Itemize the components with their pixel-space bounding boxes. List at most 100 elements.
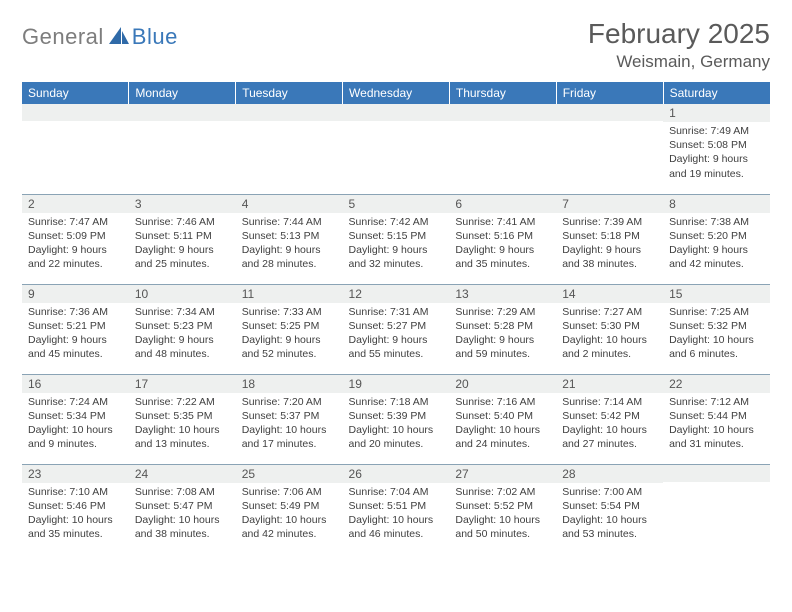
calendar-day-cell: 18Sunrise: 7:20 AMSunset: 5:37 PMDayligh… — [236, 374, 343, 464]
calendar-day-cell: 10Sunrise: 7:34 AMSunset: 5:23 PMDayligh… — [129, 284, 236, 374]
weekday-header: Sunday — [22, 82, 129, 104]
daylight-text: Daylight: 9 hours — [242, 333, 337, 347]
calendar-day-cell: 22Sunrise: 7:12 AMSunset: 5:44 PMDayligh… — [663, 374, 770, 464]
daylight-text: and 20 minutes. — [349, 437, 444, 451]
calendar-week-row: 23Sunrise: 7:10 AMSunset: 5:46 PMDayligh… — [22, 464, 770, 554]
header: General Blue February 2025 Weismain, Ger… — [22, 18, 770, 72]
calendar-day-cell: 12Sunrise: 7:31 AMSunset: 5:27 PMDayligh… — [343, 284, 450, 374]
daylight-text: and 27 minutes. — [562, 437, 657, 451]
calendar-day-cell: 2 Sunrise: 7:47 AMSunset: 5:09 PMDaylight… — [22, 194, 129, 284]
sunset-text: Sunset: 5:39 PM — [349, 409, 444, 423]
daylight-text: and 59 minutes. — [455, 347, 550, 361]
daylight-text: Daylight: 9 hours — [669, 152, 764, 166]
calendar-day-cell: 13Sunrise: 7:29 AMSunset: 5:28 PMDayligh… — [449, 284, 556, 374]
day-number: 6 — [449, 195, 556, 213]
daylight-text: Daylight: 10 hours — [562, 333, 657, 347]
sunrise-text: Sunrise: 7:31 AM — [349, 305, 444, 319]
daylight-text: Daylight: 10 hours — [455, 423, 550, 437]
sunset-text: Sunset: 5:16 PM — [455, 229, 550, 243]
sunset-text: Sunset: 5:54 PM — [562, 499, 657, 513]
day-number — [236, 104, 343, 121]
daylight-text: and 9 minutes. — [28, 437, 123, 451]
sunrise-text: Sunrise: 7:36 AM — [28, 305, 123, 319]
day-number: 19 — [343, 375, 450, 393]
sunset-text: Sunset: 5:25 PM — [242, 319, 337, 333]
day-number: 1 — [663, 104, 770, 122]
daylight-text: Daylight: 10 hours — [135, 513, 230, 527]
day-number: 2 — [22, 195, 129, 213]
sunrise-text: Sunrise: 7:22 AM — [135, 395, 230, 409]
calendar-day-cell: 24Sunrise: 7:08 AMSunset: 5:47 PMDayligh… — [129, 464, 236, 554]
daylight-text: Daylight: 10 hours — [242, 513, 337, 527]
day-number: 14 — [556, 285, 663, 303]
sunset-text: Sunset: 5:30 PM — [562, 319, 657, 333]
day-number — [129, 104, 236, 121]
daylight-text: and 13 minutes. — [135, 437, 230, 451]
daylight-text: and 25 minutes. — [135, 257, 230, 271]
sunrise-text: Sunrise: 7:00 AM — [562, 485, 657, 499]
day-number: 9 — [22, 285, 129, 303]
sunset-text: Sunset: 5:51 PM — [349, 499, 444, 513]
day-number — [449, 104, 556, 121]
day-details: Sunrise: 7:31 AMSunset: 5:27 PMDaylight:… — [343, 305, 450, 362]
daylight-text: Daylight: 9 hours — [349, 333, 444, 347]
daylight-text: and 50 minutes. — [455, 527, 550, 541]
calendar-day-cell — [129, 104, 236, 194]
daylight-text: Daylight: 9 hours — [455, 333, 550, 347]
daylight-text: and 52 minutes. — [242, 347, 337, 361]
day-number: 16 — [22, 375, 129, 393]
sunset-text: Sunset: 5:47 PM — [135, 499, 230, 513]
daylight-text: and 38 minutes. — [135, 527, 230, 541]
day-details: Sunrise: 7:27 AMSunset: 5:30 PMDaylight:… — [556, 305, 663, 362]
sunrise-text: Sunrise: 7:42 AM — [349, 215, 444, 229]
daylight-text: and 6 minutes. — [669, 347, 764, 361]
day-details: Sunrise: 7:41 AMSunset: 5:16 PMDaylight:… — [449, 215, 556, 272]
day-details: Sunrise: 7:33 AMSunset: 5:25 PMDaylight:… — [236, 305, 343, 362]
calendar-day-cell: 6 Sunrise: 7:41 AMSunset: 5:16 PMDaylight… — [449, 194, 556, 284]
sunrise-text: Sunrise: 7:47 AM — [28, 215, 123, 229]
sunrise-text: Sunrise: 7:16 AM — [455, 395, 550, 409]
calendar-day-cell: 20Sunrise: 7:16 AMSunset: 5:40 PMDayligh… — [449, 374, 556, 464]
daylight-text: Daylight: 10 hours — [562, 423, 657, 437]
day-details: Sunrise: 7:02 AMSunset: 5:52 PMDaylight:… — [449, 485, 556, 542]
sunrise-text: Sunrise: 7:34 AM — [135, 305, 230, 319]
sunset-text: Sunset: 5:44 PM — [669, 409, 764, 423]
sunset-text: Sunset: 5:35 PM — [135, 409, 230, 423]
daylight-text: and 42 minutes. — [669, 257, 764, 271]
daylight-text: and 55 minutes. — [349, 347, 444, 361]
calendar-day-cell: 11Sunrise: 7:33 AMSunset: 5:25 PMDayligh… — [236, 284, 343, 374]
calendar-day-cell: 8Sunrise: 7:38 AMSunset: 5:20 PMDaylight… — [663, 194, 770, 284]
day-number: 7 — [556, 195, 663, 213]
calendar-day-cell: 14 Sunrise: 7:27 AMSunset: 5:30 PMDayligh… — [556, 284, 663, 374]
daylight-text: Daylight: 10 hours — [669, 333, 764, 347]
daylight-text: and 35 minutes. — [28, 527, 123, 541]
sunrise-text: Sunrise: 7:27 AM — [562, 305, 657, 319]
daylight-text: and 22 minutes. — [28, 257, 123, 271]
day-details: Sunrise: 7:04 AMSunset: 5:51 PMDaylight:… — [343, 485, 450, 542]
sunset-text: Sunset: 5:08 PM — [669, 138, 764, 152]
calendar-day-cell: 21Sunrise: 7:14 AMSunset: 5:42 PMDayligh… — [556, 374, 663, 464]
day-number: 24 — [129, 465, 236, 483]
sunrise-text: Sunrise: 7:12 AM — [669, 395, 764, 409]
day-details: Sunrise: 7:47 AMSunset: 5:09 PMDaylight:… — [22, 215, 129, 272]
sunrise-text: Sunrise: 7:25 AM — [669, 305, 764, 319]
calendar-day-cell — [236, 104, 343, 194]
sunset-text: Sunset: 5:49 PM — [242, 499, 337, 513]
sunset-text: Sunset: 5:18 PM — [562, 229, 657, 243]
daylight-text: Daylight: 9 hours — [28, 333, 123, 347]
day-details: Sunrise: 7:22 AMSunset: 5:35 PMDaylight:… — [129, 395, 236, 452]
daylight-text: and 17 minutes. — [242, 437, 337, 451]
calendar-day-cell: 27Sunrise: 7:02 AMSunset: 5:52 PMDayligh… — [449, 464, 556, 554]
daylight-text: Daylight: 10 hours — [562, 513, 657, 527]
sunrise-text: Sunrise: 7:20 AM — [242, 395, 337, 409]
daylight-text: Daylight: 9 hours — [562, 243, 657, 257]
daylight-text: Daylight: 9 hours — [135, 333, 230, 347]
daylight-text: Daylight: 10 hours — [242, 423, 337, 437]
sunrise-text: Sunrise: 7:46 AM — [135, 215, 230, 229]
calendar-day-cell: 16Sunrise: 7:24 AMSunset: 5:34 PMDayligh… — [22, 374, 129, 464]
daylight-text: Daylight: 10 hours — [669, 423, 764, 437]
day-details: Sunrise: 7:14 AMSunset: 5:42 PMDaylight:… — [556, 395, 663, 452]
daylight-text: and 35 minutes. — [455, 257, 550, 271]
month-year-title: February 2025 — [588, 18, 770, 50]
sunset-text: Sunset: 5:11 PM — [135, 229, 230, 243]
